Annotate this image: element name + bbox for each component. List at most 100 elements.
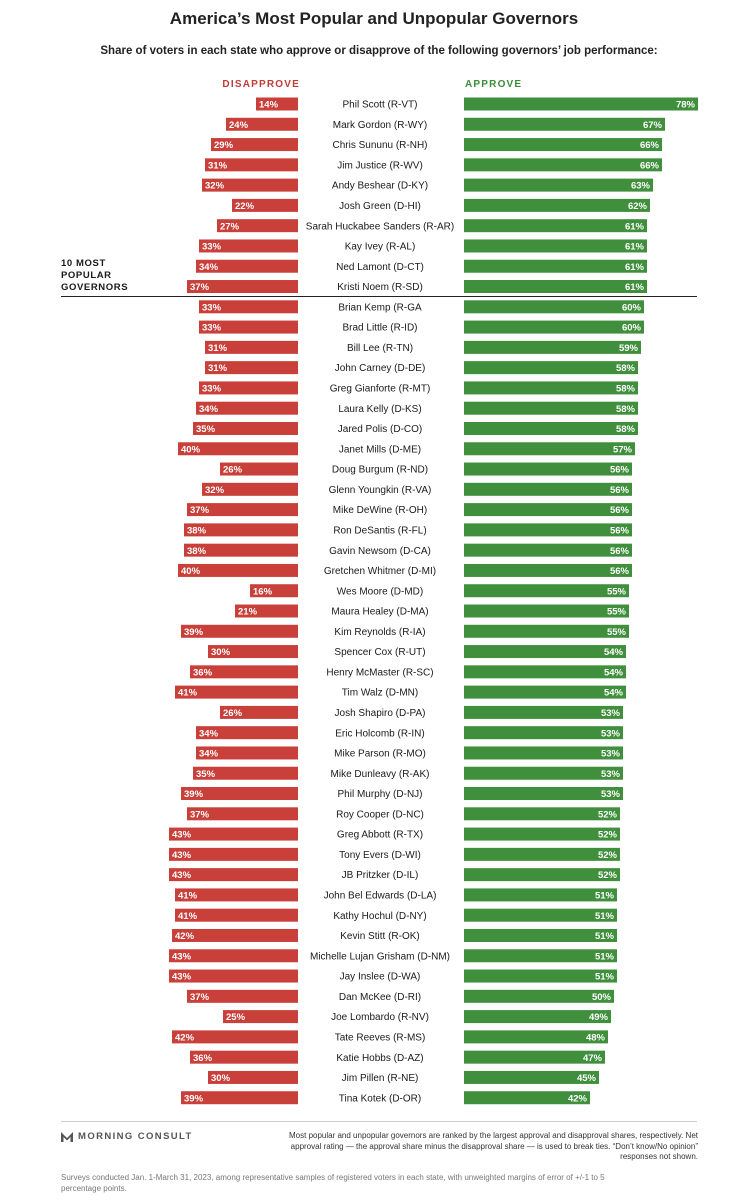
approve-value-label: 54% <box>604 667 624 678</box>
disapprove-bar <box>181 787 298 801</box>
disapprove-value-label: 43% <box>172 951 192 962</box>
approve-value-label: 51% <box>595 931 615 942</box>
disapprove-value-label: 22% <box>235 201 255 212</box>
governor-name-label: Greg Abbott (R-TX) <box>337 830 423 841</box>
approve-bar <box>464 361 638 375</box>
disapprove-value-label: 43% <box>172 850 192 861</box>
disapprove-bar <box>199 300 298 314</box>
governor-name-label: Tim Walz (D-MN) <box>342 688 418 699</box>
disapprove-bar <box>193 421 298 435</box>
disapprove-bar <box>169 847 298 861</box>
disapprove-value-label: 14% <box>259 100 279 111</box>
approve-bar <box>464 442 635 456</box>
approve-value-label: 61% <box>625 262 645 273</box>
approve-value-label: 53% <box>601 708 621 719</box>
approve-value-label: 53% <box>601 769 621 780</box>
approve-bar <box>464 158 662 172</box>
approve-value-label: 51% <box>595 911 615 922</box>
approve-value-label: 51% <box>595 951 615 962</box>
disapprove-bar <box>187 807 298 821</box>
governor-name-label: Tina Kotek (D-OR) <box>339 1093 421 1104</box>
governor-name-label: Josh Shapiro (D-PA) <box>335 708 426 719</box>
governor-name-label: Michelle Lujan Grisham (D-NM) <box>310 951 450 962</box>
approve-value-label: 56% <box>610 546 630 557</box>
disapprove-bar <box>226 117 298 131</box>
approve-bar <box>464 705 623 719</box>
approve-bar <box>464 1050 605 1064</box>
disapprove-bar <box>178 442 298 456</box>
approve-value-label: 56% <box>610 525 630 536</box>
governor-name-label: Wes Moore (D-MD) <box>337 586 423 597</box>
approve-value-label: 58% <box>616 384 636 395</box>
approve-bar <box>464 523 632 537</box>
survey-methodology-note: Surveys conducted Jan. 1-March 31, 2023,… <box>61 1173 605 1193</box>
governor-name-label: John Bel Edwards (D-LA) <box>324 891 437 902</box>
disapprove-bar <box>187 989 298 1003</box>
governor-name-label: Mike DeWine (R-OH) <box>333 505 427 516</box>
chart-title: America’s Most Popular and Unpopular Gov… <box>169 9 579 28</box>
governor-name-label: Kathy Hochul (D-NY) <box>333 911 426 922</box>
disapprove-bar <box>220 462 298 476</box>
disapprove-value-label: 21% <box>238 607 258 618</box>
footnote: Most popular and unpopular governors are… <box>289 1131 698 1161</box>
approve-value-label: 67% <box>643 120 663 131</box>
disapprove-bar <box>256 97 298 111</box>
disapprove-bar <box>175 908 298 922</box>
approve-bar <box>464 766 623 780</box>
disapprove-value-label: 40% <box>181 444 201 455</box>
disapprove-value-label: 39% <box>184 1093 204 1104</box>
disapprove-bar <box>175 888 298 902</box>
approve-bar <box>464 1091 590 1105</box>
approve-bar <box>464 1070 599 1084</box>
disapprove-bar <box>190 1050 298 1064</box>
approve-value-label: 53% <box>601 789 621 800</box>
approve-column-header: APPROVE <box>465 79 523 90</box>
approve-value-label: 54% <box>604 688 624 699</box>
disapprove-value-label: 43% <box>172 830 192 841</box>
disapprove-bar <box>187 280 298 294</box>
governor-name-label: Laura Kelly (D-KS) <box>338 404 421 415</box>
disapprove-column-header: DISAPPROVE <box>222 79 300 90</box>
approve-bar <box>464 584 629 598</box>
disapprove-value-label: 43% <box>172 972 192 983</box>
approve-bar <box>464 239 647 253</box>
approve-value-label: 49% <box>589 1012 609 1023</box>
logo-text: MORNING CONSULT <box>78 1131 193 1142</box>
approve-bar <box>464 117 665 131</box>
approve-value-label: 45% <box>577 1073 597 1084</box>
disapprove-value-label: 32% <box>205 485 225 496</box>
disapprove-value-label: 31% <box>208 363 228 374</box>
governor-name-label: Maura Healey (D-MA) <box>331 607 428 618</box>
disapprove-bar <box>205 361 298 375</box>
disapprove-value-label: 37% <box>190 809 210 820</box>
approve-value-label: 55% <box>607 627 627 638</box>
approve-value-label: 51% <box>595 972 615 983</box>
morning-consult-logo-icon <box>61 1132 73 1142</box>
disapprove-bar <box>181 624 298 638</box>
approve-bar <box>464 827 620 841</box>
popular-group-divider <box>61 296 697 297</box>
approve-bar <box>464 787 623 801</box>
approve-bar <box>464 138 662 152</box>
approve-bar <box>464 97 698 111</box>
disapprove-value-label: 26% <box>223 708 243 719</box>
governor-name-label: Ned Lamont (D-CT) <box>336 262 424 273</box>
approve-bar <box>464 665 626 679</box>
governor-name-label: Gavin Newsom (D-CA) <box>329 546 431 557</box>
approve-bar <box>464 219 647 233</box>
governor-name-label: Ron DeSantis (R-FL) <box>333 525 426 536</box>
disapprove-value-label: 31% <box>208 160 228 171</box>
disapprove-value-label: 37% <box>190 992 210 1003</box>
disapprove-value-label: 33% <box>202 323 222 334</box>
footer-divider <box>61 1121 697 1122</box>
approve-value-label: 48% <box>586 1032 606 1043</box>
disapprove-bar <box>190 665 298 679</box>
governor-name-label: Phil Murphy (D-NJ) <box>337 789 422 800</box>
governor-name-label: Kevin Stitt (R-OK) <box>340 931 419 942</box>
approve-value-label: 60% <box>622 302 642 313</box>
disapprove-bar <box>220 705 298 719</box>
approve-bar <box>464 340 641 354</box>
disapprove-value-label: 34% <box>199 262 219 273</box>
disapprove-bar <box>202 482 298 496</box>
approve-bar <box>464 807 620 821</box>
